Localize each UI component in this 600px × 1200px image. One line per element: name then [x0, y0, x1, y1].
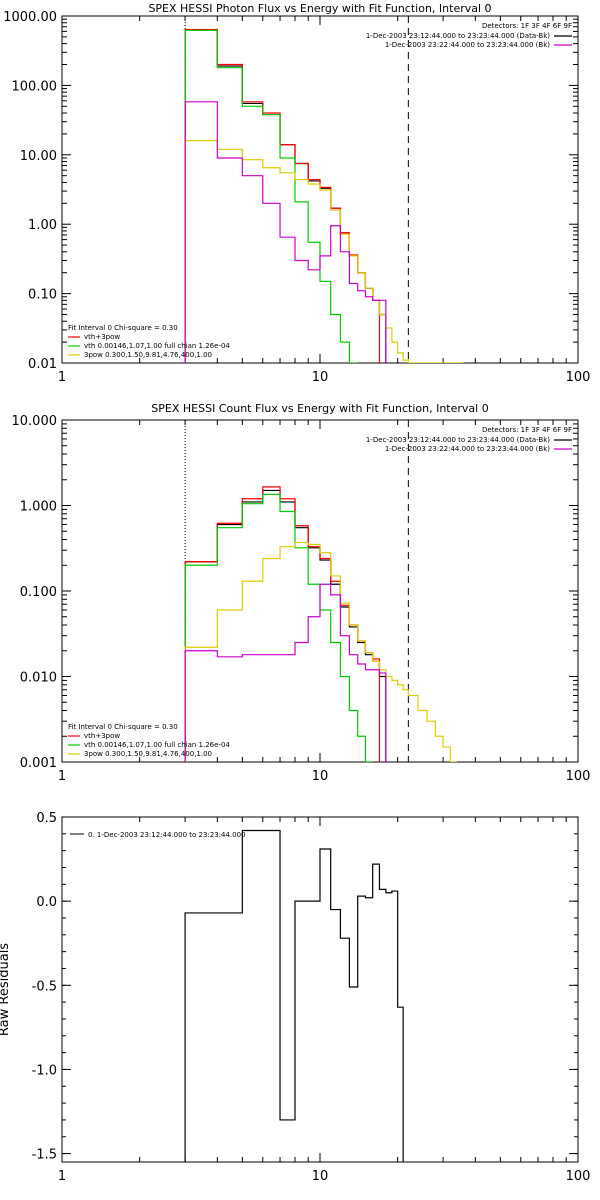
fit-function-label: vth+3pow: [84, 333, 120, 341]
x-tick-label: 1: [58, 1169, 66, 1184]
x-tick-label: 100: [566, 769, 591, 784]
fit-function-label: vth+3pow: [84, 732, 120, 740]
y-tick-label: 10.00: [20, 149, 57, 164]
time-range-label: 1-Dec-2003 23:12:44.000 to 23:23:44.000 …: [366, 32, 550, 40]
series-line-1: [184, 489, 387, 762]
series-line-1: [184, 29, 387, 363]
time-range-label: 1-Dec-2003 23:22:44.000 to 23:23:44.000 …: [385, 41, 550, 49]
detectors-label: Detectors: 1F 3F 4F 6F 9F: [482, 426, 572, 434]
y-tick-label: 0.100: [20, 585, 57, 600]
detectors-label: Detectors: 1F 3F 4F 6F 9F: [482, 22, 572, 30]
chart-title: SPEX HESSI Photon Flux vs Energy with Fi…: [148, 2, 491, 15]
series-line-4: [184, 140, 464, 363]
series-line-5: [184, 101, 387, 363]
y-tick-label: 1.00: [28, 218, 57, 233]
series-line-4: [184, 541, 458, 762]
x-tick-label: 100: [566, 370, 591, 385]
x-tick-label: 100: [566, 1169, 591, 1184]
y-tick-label: 0.5: [36, 811, 57, 826]
time-range-label: 1-Dec-2003 23:22:44.000 to 23:23:44.000 …: [385, 445, 550, 453]
y-tick-label: 0.0: [36, 895, 57, 910]
panel-1: SPEX HESSI Photon Flux vs Energy with Fi…: [3, 2, 590, 385]
series-line-3: [184, 29, 358, 363]
y-tick-label: -1.5: [32, 1148, 57, 1163]
y-tick-label: 0.10: [28, 288, 57, 303]
residual-legend-label: 0. 1-Dec-2003 23:12:44.000 to 23:23:44.0…: [88, 831, 246, 839]
series-line-1: [184, 829, 404, 1162]
fit-function-label: vth 0.00146,1.07,1.00 full chian 1.26e-0…: [84, 741, 230, 749]
y-tick-label: 10.000: [12, 414, 58, 429]
x-tick-label: 10: [312, 769, 329, 784]
time-range-label: 1-Dec-2003 23:12:44.000 to 23:23:44.000 …: [366, 436, 550, 444]
chart-title: SPEX HESSI Count Flux vs Energy with Fit…: [151, 402, 488, 415]
y-tick-label: 100.00: [12, 79, 58, 94]
panel-3: 1 10 100 0.5 0.0 -0.5 -1.0 -1.5 Raw Residuals 0. …: [0, 811, 590, 1184]
y-tick-label: 0.010: [20, 671, 57, 686]
fit-function-label: 3pow 0.300,1.50,9.81,4.76,400,1.00: [84, 351, 212, 359]
y-tick-label: 0.001: [20, 756, 57, 771]
series-line-5: [184, 583, 387, 762]
y-tick-label: -0.5: [32, 979, 57, 994]
panel-2: SPEX HESSI Count Flux vs Energy with Fit…: [12, 402, 591, 784]
series-line-3: [184, 493, 373, 762]
x-tick-label: 1: [58, 769, 66, 784]
y-tick-label: -1.0: [32, 1063, 57, 1078]
x-tick-label: 10: [312, 1169, 329, 1184]
fit-function-label: 3pow 0.300,1.50,9.81,4.76,400,1.00: [84, 750, 212, 758]
fit-info-label: Fit Interval 0 Chi-square = 0.30: [68, 723, 178, 731]
y-axis-label: Raw Residuals: [0, 943, 12, 1036]
y-tick-label: 1.000: [20, 500, 57, 515]
x-tick-label: 10: [312, 370, 329, 385]
y-tick-label: 1000.00: [3, 10, 57, 25]
series-line-2: [184, 28, 381, 363]
y-tick-label: 0.01: [28, 357, 57, 372]
fit-function-label: vth 0.00146,1.07,1.00 full chian 1.26e-0…: [84, 342, 230, 350]
x-tick-label: 1: [58, 370, 66, 385]
fit-info-label: Fit Interval 0 Chi-square = 0.30: [68, 324, 178, 332]
